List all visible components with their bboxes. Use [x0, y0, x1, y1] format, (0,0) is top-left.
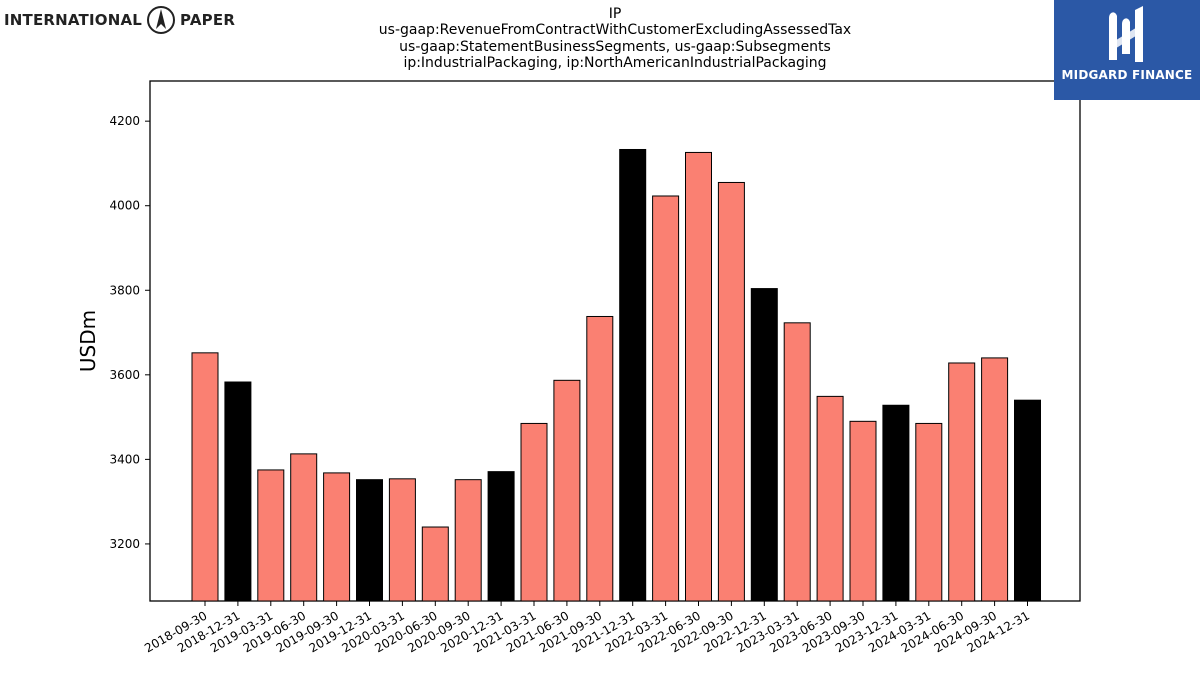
bar-2022-03-31	[652, 195, 680, 602]
bar-2023-03-31	[783, 322, 811, 602]
chart-title: IP us-gaap:RevenueFromContractWithCustom…	[300, 6, 930, 72]
logo-left-word-1: INTERNATIONAL	[4, 11, 143, 29]
y-axis-label: USDm	[76, 310, 100, 372]
bar-2023-12-31	[882, 404, 910, 602]
y-tick-label: 3400	[109, 452, 140, 466]
bar-2021-03-31	[520, 422, 548, 602]
bar-2018-09-30	[191, 352, 219, 602]
bars-group	[191, 148, 1041, 602]
bar-2023-09-30	[849, 420, 877, 602]
international-paper-logo: INTERNATIONAL PAPER	[4, 4, 235, 36]
midgard-finance-logo: MIDGARD FINANCE	[1054, 0, 1200, 100]
y-tick-label: 3600	[109, 368, 140, 382]
bar-2024-12-31	[1014, 399, 1041, 602]
y-axis-ticks: 3200 3400 3600 3800 4000 4200	[109, 114, 150, 551]
y-tick-label: 3800	[109, 283, 140, 297]
bar-2019-03-31	[257, 469, 285, 602]
bar-2021-09-30	[586, 315, 614, 602]
bar-2024-03-31	[915, 422, 943, 602]
chart-title-line-1: IP	[608, 6, 622, 22]
bar-2024-09-30	[981, 357, 1009, 602]
bar-2024-06-30	[948, 362, 976, 602]
bar-2022-09-30	[717, 181, 745, 602]
bar-2019-12-31	[356, 479, 383, 602]
bar-2020-12-31	[487, 471, 515, 602]
chart-title-line-3: us-gaap:StatementBusinessSegments, us-ga…	[399, 38, 831, 55]
bar-2021-06-30	[553, 379, 581, 602]
bar-2020-06-30	[421, 526, 449, 602]
chart-title-line-2: us-gaap:RevenueFromContractWithCustomerE…	[378, 22, 852, 39]
y-tick-label: 4000	[109, 199, 140, 213]
bar-2020-09-30	[454, 479, 482, 602]
y-tick-label: 3200	[109, 537, 140, 551]
y-tick-label: 4200	[109, 114, 140, 128]
bar-2019-06-30	[290, 453, 318, 602]
x-axis-ticks: 2018-09-302018-12-312019-03-312019-06-30…	[142, 601, 1032, 655]
compass-icon	[147, 6, 176, 34]
logo-right-text: MIDGARD FINANCE	[1061, 68, 1193, 82]
bar-2019-09-30	[323, 472, 351, 602]
bar-2020-03-31	[388, 478, 416, 602]
bar-2018-12-31	[224, 381, 252, 602]
plot-frame	[149, 80, 1081, 602]
logo-left-word-2: PAPER	[180, 11, 236, 29]
bar-2022-06-30	[685, 151, 712, 602]
bar-2022-12-31	[750, 288, 778, 602]
midgard-mark-icon	[1109, 6, 1143, 62]
bar-2021-12-31	[619, 148, 647, 602]
bar-2023-06-30	[816, 395, 844, 602]
chart-title-line-4: ip:IndustrialPackaging, ip:NorthAmerican…	[403, 55, 827, 72]
